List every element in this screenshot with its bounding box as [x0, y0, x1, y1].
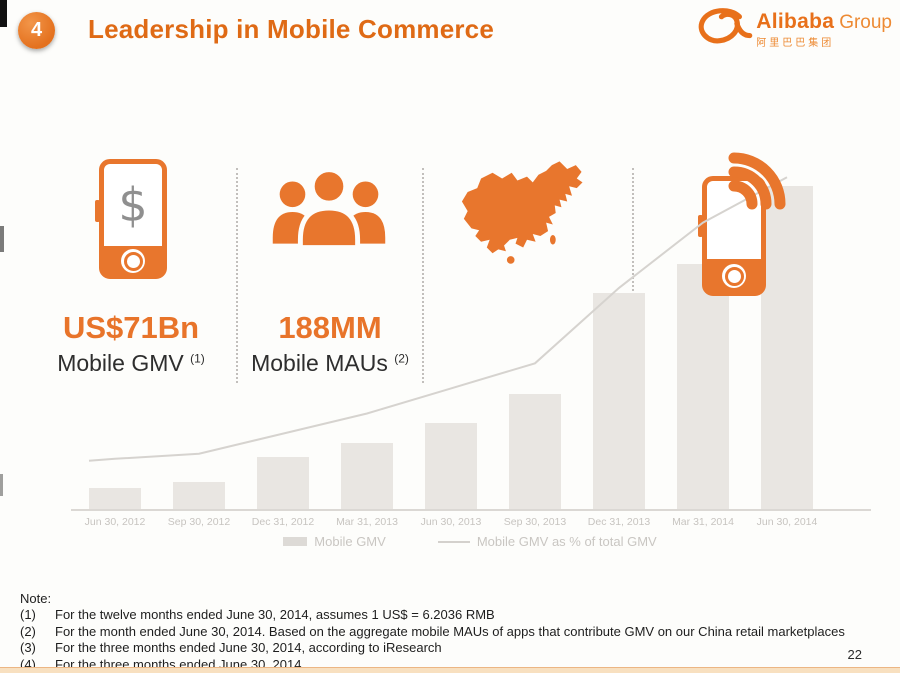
- footnote-item: (3) For the three months ended June 30, 2…: [20, 640, 885, 656]
- gmv-bar: [341, 442, 393, 509]
- footnote-number: (2): [20, 623, 36, 639]
- users-icon: [255, 163, 403, 270]
- video-artifact: [0, 474, 3, 496]
- footnote-ref-1: (1): [190, 351, 205, 366]
- gmv-bar: [173, 481, 225, 509]
- footnote-text: For the month ended June 30, 2014. Based…: [55, 623, 845, 639]
- slide-number-badge: 4: [18, 12, 55, 49]
- badge-number: 4: [30, 19, 43, 41]
- logo-chinese-text: 阿里巴巴集团: [756, 38, 835, 49]
- alibaba-group-logo: Alibaba Group 阿里巴巴集团: [694, 4, 892, 55]
- column-divider: [422, 168, 424, 383]
- notes-heading: Note:: [20, 591, 52, 606]
- mobile-signal-icon: [698, 176, 766, 296]
- footnotes-block: Note: (1) For the twelve months ended Jun…: [20, 591, 885, 673]
- x-axis-line: [71, 509, 871, 511]
- x-axis-label: Jun 30, 2014: [756, 516, 818, 528]
- slide-bottom-rule: [0, 667, 900, 673]
- footnote-text: For the twelve months ended June 30, 201…: [55, 607, 495, 623]
- video-artifact: [0, 0, 7, 27]
- footnote-item: (2) For the month ended June 30, 2014. Ba…: [20, 624, 885, 640]
- page-number: 22: [847, 647, 862, 662]
- mobile-gmv-label: Mobile GMV (1): [57, 350, 205, 376]
- x-axis-label: Dec 31, 2013: [587, 516, 651, 528]
- x-axis-label: Jun 30, 2013: [420, 516, 482, 528]
- gmv-bar: [593, 292, 645, 509]
- wireless-signal-icon: [724, 134, 802, 217]
- china-map-icon: [460, 156, 594, 275]
- alibaba-smiley-icon: [694, 4, 754, 55]
- gmv-bar: [677, 263, 729, 509]
- x-axis-label: Mar 31, 2014: [672, 516, 734, 528]
- dollar-glyph: $: [118, 178, 148, 232]
- phone-volume-button: [95, 200, 100, 222]
- bar-swatch-icon: [283, 537, 308, 546]
- phone-home-button: [121, 249, 145, 273]
- footnote-number: (3): [20, 640, 36, 656]
- footnote-item: (1) For the twelve months ended June 30, …: [20, 607, 885, 623]
- mobile-maus-value: 188MM: [278, 310, 382, 345]
- column-divider: [236, 168, 238, 383]
- x-axis-label: Dec 31, 2012: [251, 516, 315, 528]
- video-artifact: [0, 226, 4, 252]
- footnote-number: (1): [20, 607, 36, 623]
- legend-item-gmv-percent: Mobile GMV as % of total GMV: [437, 534, 657, 549]
- x-axis-label: Sep 30, 2013: [503, 516, 567, 528]
- page-title: Leadership in Mobile Commerce: [88, 14, 495, 44]
- logo-suffix-text: Group: [839, 12, 892, 33]
- gmv-bar: [425, 423, 477, 509]
- mobile-gmv-value: US$71Bn: [62, 310, 200, 345]
- x-axis-label: Sep 30, 2012: [167, 516, 231, 528]
- mobile-dollar-icon: $: [95, 159, 167, 279]
- gmv-percent-line: [88, 176, 788, 462]
- gmv-bar: [761, 186, 813, 509]
- line-swatch-icon: [437, 540, 470, 543]
- x-axis-label: Mar 31, 2013: [336, 516, 398, 528]
- x-axis-label: Jun 30, 2012: [84, 516, 146, 528]
- gmv-chart: Jun 30, 2012 Sep 30, 2012 Dec 31, 2012 Mar …: [71, 160, 871, 528]
- gmv-bar: [257, 457, 309, 509]
- gmv-bar: [89, 488, 141, 509]
- footnote-text: For the three months ended June 30, 2014…: [55, 640, 442, 656]
- chart-legend: Mobile GMV Mobile GMV as % of total GMV: [75, 534, 865, 549]
- legend-item-mobile-gmv: Mobile GMV: [283, 534, 386, 549]
- column-divider: [632, 168, 634, 383]
- gmv-bar: [509, 394, 561, 509]
- phone-volume-button: [698, 215, 703, 237]
- phone-home-button: [722, 264, 746, 288]
- mobile-maus-label: Mobile MAUs (2): [251, 350, 409, 376]
- logo-brand-text: Alibaba: [756, 10, 835, 33]
- footnote-ref-2: (2): [394, 351, 409, 366]
